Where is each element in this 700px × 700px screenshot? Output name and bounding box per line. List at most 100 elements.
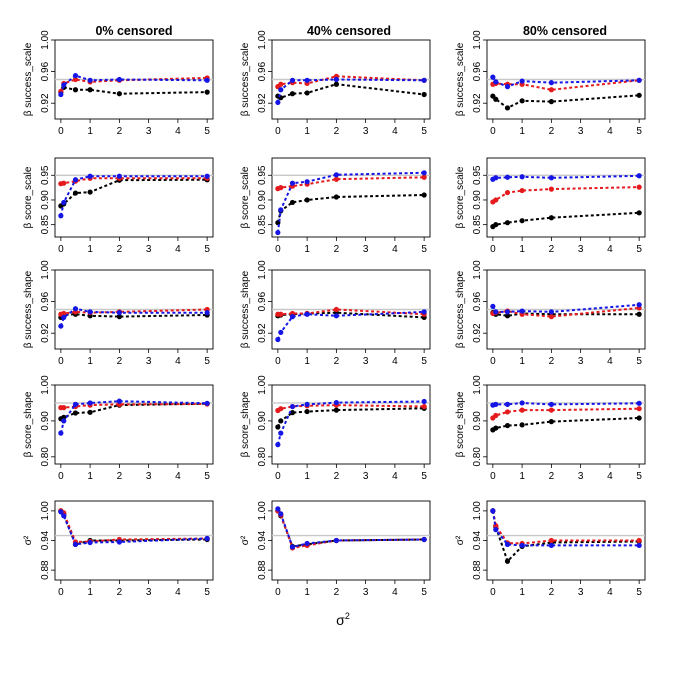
x-tick-label: 5 — [204, 244, 210, 255]
data-point-blue — [58, 430, 64, 436]
series-line-black — [277, 510, 425, 548]
data-point-black — [504, 313, 511, 319]
data-point-black — [636, 311, 642, 317]
y-tick-label: 0.80 — [257, 447, 268, 467]
x-tick-label: 1 — [519, 587, 525, 598]
x-tick-label: 4 — [392, 356, 398, 367]
data-point-blue — [72, 401, 79, 407]
panel-r2-c0: 0 1 2 3 4 5 0.92 0.96 1.00 β success_shape — [23, 260, 214, 367]
x-tick-label: 0 — [490, 126, 496, 137]
y-tick-label: 0.92 — [472, 323, 483, 343]
data-point-black — [72, 190, 79, 196]
data-point-blue — [504, 174, 511, 180]
x-tick-label: 2 — [549, 244, 555, 255]
x-tick-label: 0 — [58, 587, 64, 598]
data-point-black — [504, 422, 511, 429]
panel-r1-c0: 0 1 2 3 4 5 0.85 0.90 0.95 β score_scale — [23, 157, 214, 255]
x-tick-label: 5 — [636, 587, 642, 598]
data-point-blue — [333, 76, 339, 83]
data-point-blue — [493, 309, 499, 315]
data-point-red — [61, 405, 67, 411]
data-point-blue — [289, 403, 296, 410]
panel-r4-c0: 0 1 2 3 4 5 0.88 0.94 1.00 σ² — [23, 500, 214, 598]
x-tick-label: 5 — [421, 244, 427, 255]
data-point-blue — [61, 418, 67, 424]
data-point-blue — [87, 309, 93, 315]
data-point-blue — [519, 308, 525, 314]
y-tick-label: 0.90 — [472, 190, 483, 210]
panel-r0-c1: 0 1 2 3 4 5 0.92 0.96 1.00 β success_scale — [240, 30, 431, 137]
series-line-black — [277, 83, 425, 99]
x-tick-label: 0 — [490, 471, 496, 482]
data-point-black — [333, 407, 339, 413]
x-tick-label: 2 — [334, 126, 340, 137]
data-point-blue — [275, 99, 281, 106]
y-tick-label: 1.00 — [472, 501, 483, 521]
data-point-blue — [548, 542, 554, 549]
x-tick-label: 2 — [334, 471, 340, 482]
x-tick-label: 1 — [519, 126, 525, 137]
data-point-blue — [58, 213, 64, 219]
data-point-blue — [304, 179, 310, 185]
x-tick-label: 1 — [304, 587, 310, 598]
data-point-red — [278, 81, 284, 87]
data-point-blue — [636, 302, 642, 308]
data-point-black — [548, 215, 554, 221]
series-line-blue — [59, 175, 208, 217]
data-point-black — [116, 314, 122, 320]
x-tick-label: 2 — [117, 356, 123, 367]
x-tick-label: 4 — [392, 244, 398, 255]
x-tick-label: 1 — [519, 356, 525, 367]
data-point-red — [548, 186, 554, 192]
data-point-blue — [61, 82, 67, 88]
x-tick-label: 4 — [175, 244, 181, 255]
series-line-blue — [491, 510, 640, 547]
panel-r1-c1: 0 1 2 3 4 5 0.85 0.90 0.95 β score_scale — [240, 157, 431, 255]
data-point-blue — [204, 77, 210, 83]
series-line-red — [492, 186, 640, 203]
data-point-red — [493, 197, 499, 203]
panel-r0-c0: 0 1 2 3 4 5 0.92 0.96 1.00 β success_scale — [23, 30, 214, 137]
data-point-black — [61, 414, 67, 420]
x-tick-label: 2 — [117, 126, 123, 137]
x-tick-label: 4 — [392, 126, 398, 137]
data-point-blue — [278, 87, 284, 93]
x-tick-label: 3 — [578, 356, 584, 367]
data-point-blue — [116, 310, 122, 316]
data-point-blue — [490, 508, 496, 514]
x-tick-label: 1 — [304, 126, 310, 137]
x-tick-label: 1 — [519, 471, 525, 482]
panel-frame — [486, 384, 646, 465]
series-line-red — [277, 75, 425, 88]
data-point-black — [116, 91, 122, 97]
data-point-black — [72, 410, 79, 416]
x-tick-label: 2 — [117, 244, 123, 255]
data-point-red — [519, 187, 525, 194]
data-point-black — [304, 90, 310, 96]
data-point-red — [278, 406, 284, 412]
y-tick-label: 0.80 — [472, 447, 483, 467]
series-line-red — [60, 177, 208, 185]
series-line-black — [276, 194, 425, 223]
y-tick-label: 0.88 — [40, 560, 51, 580]
x-tick-label: 0 — [275, 587, 281, 598]
data-point-blue — [275, 336, 281, 343]
data-point-blue — [493, 79, 499, 85]
y-tick-label: 1.00 — [257, 501, 268, 521]
data-point-blue — [204, 400, 210, 406]
data-point-blue — [87, 400, 93, 406]
data-point-blue — [304, 77, 310, 83]
y-tick-label: 0.92 — [40, 323, 51, 343]
data-point-blue — [204, 310, 210, 316]
series-line-red — [491, 510, 640, 545]
y-tick-label: 1.00 — [472, 375, 483, 395]
data-point-black — [636, 210, 642, 216]
y-axis-label: β success_shape — [23, 270, 34, 348]
data-point-red — [548, 87, 554, 93]
y-tick-label: 0.90 — [40, 411, 51, 431]
data-point-blue — [275, 506, 281, 512]
x-tick-label: 4 — [607, 587, 613, 598]
data-point-red — [504, 189, 511, 196]
y-tick-label: 0.92 — [472, 93, 483, 113]
data-point-black — [333, 81, 339, 87]
